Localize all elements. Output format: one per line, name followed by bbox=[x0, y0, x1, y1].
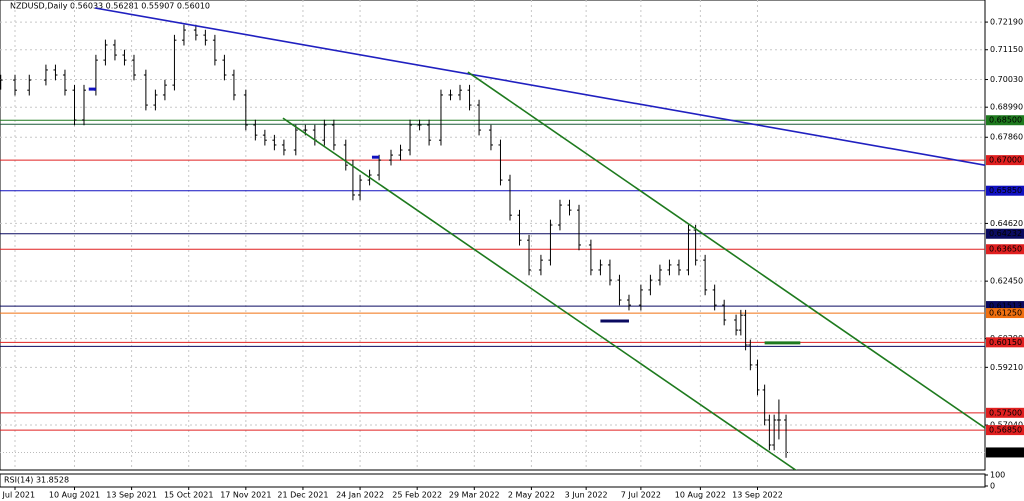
level-label-box bbox=[986, 301, 1024, 312]
y-tick-label: 0.59210 bbox=[990, 363, 1023, 372]
level-label: 0.61513 bbox=[989, 302, 1022, 311]
trendline bbox=[94, 7, 985, 166]
x-tick-label: 2 May 2022 bbox=[508, 491, 555, 500]
rsi-tick-label: 100 bbox=[990, 471, 1005, 480]
trendline bbox=[282, 117, 798, 470]
x-tick-label: 7 Jul 2022 bbox=[621, 491, 661, 500]
x-tick-label: 15 Oct 2021 bbox=[164, 491, 213, 500]
y-tick-label: 0.62450 bbox=[990, 277, 1023, 286]
x-tick-label: 3 Jun 2022 bbox=[565, 491, 608, 500]
rsi-label: RSI(14) 31.8528 bbox=[4, 476, 69, 485]
chart-title: NZDUSD,Daily 0.56033 0.56281 0.55907 0.5… bbox=[10, 2, 210, 11]
level-label-box bbox=[986, 407, 1024, 418]
y-tick-label: 0.67860 bbox=[990, 133, 1023, 142]
current-price-label: 0.56010 bbox=[989, 448, 1022, 457]
trendline bbox=[467, 71, 985, 429]
level-label: 0.63650 bbox=[989, 245, 1022, 254]
x-tick-label: 13 Sep 2022 bbox=[732, 491, 783, 500]
current-price-box bbox=[986, 447, 1024, 458]
level-label: 0.61250 bbox=[989, 309, 1022, 318]
level-label: 0.56850 bbox=[989, 426, 1022, 435]
x-tick-label: 25 Feb 2022 bbox=[392, 491, 442, 500]
y-tick-label: 0.70030 bbox=[990, 75, 1023, 84]
level-label: 0.64232 bbox=[989, 229, 1022, 238]
level-label: 0.68500 bbox=[989, 116, 1022, 125]
y-tick-label: 0.71150 bbox=[990, 45, 1023, 54]
x-tick-label: 17 Nov 2021 bbox=[220, 491, 271, 500]
y-tick-label: 0.64620 bbox=[990, 219, 1023, 228]
rsi-frame bbox=[0, 473, 986, 488]
x-tick-label: 7 Jul 2021 bbox=[0, 491, 35, 500]
level-label: 0.65850 bbox=[989, 186, 1022, 195]
x-tick-label: 13 Sep 2021 bbox=[106, 491, 157, 500]
x-tick-label: 24 Jan 2022 bbox=[336, 491, 384, 500]
y-tick-label: 0.72190 bbox=[990, 18, 1023, 27]
x-tick-label: 21 Dec 2021 bbox=[277, 491, 328, 500]
level-label: 0.60150 bbox=[989, 338, 1022, 347]
y-tick-label: 0.57040 bbox=[990, 421, 1023, 430]
y-tick-label: 0.68990 bbox=[990, 103, 1023, 112]
level-label-box bbox=[986, 228, 1024, 239]
rsi-tick-label: 0 bbox=[990, 482, 995, 491]
level-label-box bbox=[986, 185, 1024, 196]
x-tick-label: 10 Aug 2022 bbox=[675, 491, 726, 500]
x-tick-label: 29 Mar 2022 bbox=[449, 491, 500, 500]
level-label: 0.67000 bbox=[989, 156, 1022, 165]
level-label: 0.57500 bbox=[989, 408, 1022, 417]
level-label-box bbox=[986, 308, 1024, 319]
level-label-box bbox=[986, 244, 1024, 255]
level-label-box bbox=[986, 337, 1024, 348]
x-tick-label: 10 Aug 2021 bbox=[49, 491, 100, 500]
plot-frame bbox=[0, 0, 986, 471]
level-label-box bbox=[986, 115, 1024, 126]
level-label-box bbox=[986, 155, 1024, 166]
level-label-box bbox=[986, 425, 1024, 436]
